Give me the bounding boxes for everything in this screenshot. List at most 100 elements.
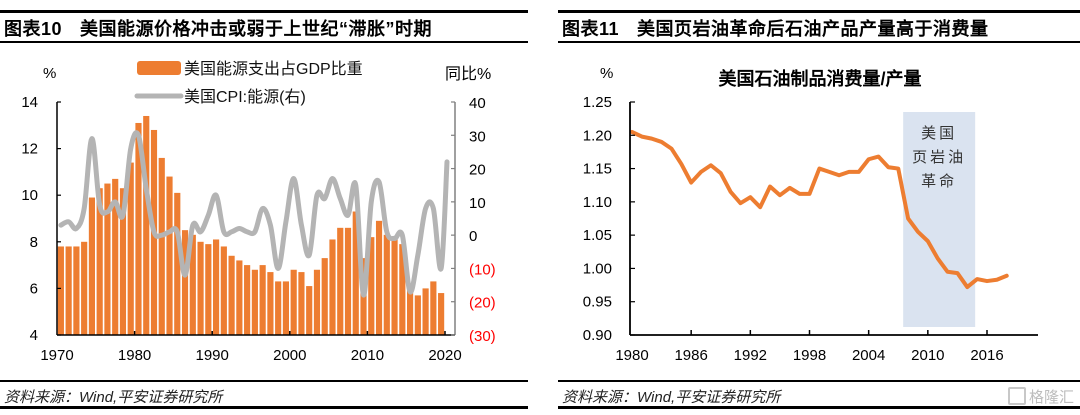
y-tick-label: 1.25 <box>583 94 612 111</box>
bar-1996 <box>259 265 266 335</box>
bar-2006 <box>337 227 344 335</box>
source-top-rule <box>558 380 1080 382</box>
bar-2019 <box>438 293 445 335</box>
bar-1973 <box>81 241 88 335</box>
source-note: 资料来源：Wind,平安证券研究所 <box>4 389 223 406</box>
title-top-rule <box>0 10 528 13</box>
bar-2010 <box>368 237 375 335</box>
bar-2004 <box>321 258 328 335</box>
bar-1990 <box>213 239 220 335</box>
bar-1976 <box>104 183 111 335</box>
bar-2002 <box>306 286 313 335</box>
consumption-production-ratio-line <box>630 129 1009 290</box>
bar-2012 <box>383 234 390 335</box>
bar-2011 <box>375 220 383 335</box>
bar-2014 <box>399 244 406 335</box>
legend-label-bar: 美国能源支出占GDP比重 <box>184 60 363 78</box>
bar-1991 <box>220 246 227 335</box>
x-tick-label: 2016 <box>970 347 1003 364</box>
x-tick-label: 1970 <box>40 347 73 364</box>
y-tick-label: 1.20 <box>583 127 612 144</box>
bar-1999 <box>282 281 289 335</box>
x-tick-label: 1998 <box>793 347 826 364</box>
bar-1970 <box>57 246 64 335</box>
left-y-tick-label: 4 <box>30 327 38 344</box>
bar-1975 <box>96 188 103 335</box>
figure-label: 图表11 <box>562 19 620 39</box>
annotation-line: 革命 <box>921 172 957 190</box>
figure-label: 图表10 <box>4 19 63 39</box>
bar-2008 <box>352 211 359 335</box>
bar-1971 <box>65 246 72 335</box>
right-y-tick-label: (30) <box>469 328 496 345</box>
source-bottom-rule <box>0 406 528 409</box>
bar-1987 <box>189 234 196 335</box>
right-axis-unit: 同比% <box>445 65 491 83</box>
left-y-tick-label: 14 <box>21 94 38 111</box>
bar-2000 <box>290 269 297 335</box>
watermark-logo: 格隆汇 <box>1007 386 1074 407</box>
annotation-line: 页岩油 <box>912 148 966 166</box>
left-y-tick-label: 6 <box>30 280 38 297</box>
shale-revolution-shade <box>903 112 976 327</box>
legend-label-line: 美国CPI:能源(右) <box>184 88 306 106</box>
y-axis-unit: % <box>600 65 613 82</box>
bar-2017 <box>422 288 429 335</box>
bar-1988 <box>197 241 204 335</box>
bar-2013 <box>391 237 398 335</box>
title-bottom-rule <box>558 41 1080 43</box>
bar-2015 <box>407 283 414 335</box>
legend-swatch-bar <box>137 61 181 75</box>
title-bottom-rule <box>0 41 528 43</box>
source-bottom-rule <box>558 406 1080 409</box>
x-tick-label: 2010 <box>911 347 944 364</box>
bar-1998 <box>275 281 282 335</box>
y-tick-label: 0.90 <box>583 327 612 344</box>
right-y-tick-label: 30 <box>469 128 486 145</box>
y-tick-label: 1.00 <box>583 260 612 277</box>
bar-1980 <box>135 122 142 335</box>
x-tick-label: 1986 <box>674 347 707 364</box>
bar-1974 <box>88 197 95 335</box>
y-tick-label: 1.10 <box>583 194 612 211</box>
bar-2018 <box>430 281 437 335</box>
bar-1978 <box>119 188 127 335</box>
figure-title-text: 美国页岩油革命后石油产品产量高于消费量 <box>637 19 989 39</box>
bar-1979 <box>127 162 134 335</box>
bar-1986 <box>181 230 189 335</box>
x-tick-label: 2010 <box>351 347 384 364</box>
bar-1983 <box>158 157 165 335</box>
y-tick-label: 1.05 <box>583 227 612 244</box>
bar-2003 <box>313 269 321 335</box>
figure-11-title: 图表11 美国页岩油革命后石油产品产量高于消费量 <box>562 15 989 41</box>
watermark-text: 格隆汇 <box>1028 389 1074 406</box>
x-tick-label: 2020 <box>428 347 461 364</box>
right-y-tick-label: 40 <box>469 95 486 112</box>
bar-2016 <box>414 295 421 335</box>
y-tick-label: 0.95 <box>583 294 612 311</box>
bar-1993 <box>236 260 243 335</box>
source-top-rule <box>0 380 528 382</box>
annotation-line: 美国 <box>921 124 957 142</box>
figure-10-panel: 图表10 美国能源价格冲击或弱于上世纪“滞胀”时期 4 6 8 10 12 14 40 30 20… <box>0 0 528 415</box>
figure-10-title: 图表10 美国能源价格冲击或弱于上世纪“滞胀”时期 <box>4 15 432 41</box>
bar-1997 <box>267 272 274 335</box>
figure-11-panel: 图表11 美国页岩油革命后石油产品产量高于消费量 美国页岩油革命 0.90 0.95… <box>558 0 1080 415</box>
watermark-icon <box>1007 387 1026 405</box>
right-y-tick-label: (10) <box>469 261 496 278</box>
bar-1981 <box>143 115 150 335</box>
bar-1992 <box>228 255 235 335</box>
y-tick-label: 1.15 <box>583 161 612 178</box>
right-y-tick-label: 10 <box>469 195 486 212</box>
chart-title: 美国石油制品消费量/产量 <box>719 68 922 89</box>
x-tick-label: 2000 <box>273 347 306 364</box>
title-top-rule <box>558 10 1080 13</box>
left-y-tick-label: 10 <box>21 187 38 204</box>
right-y-tick-label: 0 <box>469 228 477 245</box>
bar-2005 <box>329 239 336 335</box>
bar-2007 <box>344 227 352 335</box>
bar-1989 <box>205 244 212 335</box>
source-note: 资料来源：Wind,平安证券研究所 <box>562 389 781 406</box>
x-tick-label: 1990 <box>196 347 229 364</box>
